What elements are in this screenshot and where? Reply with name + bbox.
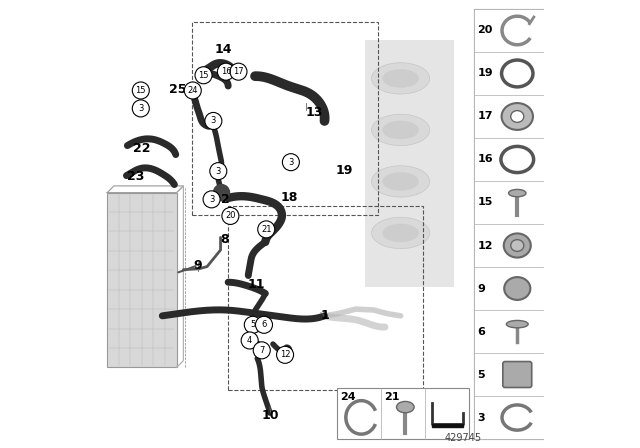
Bar [474, 9, 544, 439]
Text: 20: 20 [477, 26, 493, 35]
Circle shape [195, 67, 212, 84]
Ellipse shape [371, 217, 430, 249]
Bar [474, 95, 544, 138]
Text: 11: 11 [248, 278, 265, 291]
Ellipse shape [502, 103, 533, 130]
Text: 10: 10 [262, 409, 280, 422]
Text: 17: 17 [233, 67, 244, 76]
Ellipse shape [383, 224, 419, 242]
Text: 3: 3 [288, 158, 294, 167]
Polygon shape [432, 424, 463, 427]
Text: 2: 2 [221, 193, 230, 206]
Bar [474, 224, 544, 267]
Text: 24: 24 [188, 86, 198, 95]
Bar [228, 206, 423, 390]
Circle shape [230, 63, 247, 80]
Text: 1: 1 [321, 309, 330, 323]
Text: 7: 7 [259, 346, 264, 355]
Circle shape [132, 82, 149, 99]
Text: 21: 21 [261, 225, 271, 234]
Text: 14: 14 [215, 43, 232, 56]
Ellipse shape [371, 114, 430, 146]
Ellipse shape [504, 277, 531, 300]
FancyBboxPatch shape [503, 362, 532, 388]
Bar [474, 52, 544, 95]
Circle shape [132, 100, 149, 117]
Bar [474, 353, 544, 396]
Text: 12: 12 [280, 350, 291, 359]
Text: 21: 21 [384, 392, 400, 402]
Bar [474, 396, 544, 439]
Circle shape [255, 316, 273, 333]
Text: 19: 19 [336, 164, 353, 177]
Ellipse shape [511, 111, 524, 122]
Text: 3: 3 [138, 104, 143, 113]
Text: 3: 3 [209, 195, 214, 204]
Text: 20: 20 [225, 211, 236, 220]
Text: 15: 15 [136, 86, 146, 95]
Ellipse shape [511, 240, 524, 251]
Text: 12: 12 [477, 241, 493, 250]
Bar [474, 310, 544, 353]
Bar [474, 138, 544, 181]
Text: 16: 16 [221, 67, 231, 76]
Ellipse shape [383, 121, 419, 139]
Ellipse shape [397, 401, 414, 413]
Circle shape [203, 191, 220, 208]
Circle shape [222, 207, 239, 224]
Ellipse shape [383, 69, 419, 87]
Text: 429745: 429745 [445, 433, 482, 443]
Ellipse shape [371, 63, 430, 94]
Circle shape [276, 346, 294, 363]
Ellipse shape [371, 166, 430, 197]
Text: 3: 3 [211, 116, 216, 125]
Text: 25: 25 [169, 83, 186, 96]
Polygon shape [108, 193, 177, 367]
Text: 3: 3 [477, 413, 485, 422]
Circle shape [253, 342, 270, 359]
Ellipse shape [504, 233, 531, 258]
Text: 24: 24 [340, 392, 356, 402]
Ellipse shape [383, 172, 419, 190]
Bar [474, 9, 544, 52]
Circle shape [210, 163, 227, 180]
Bar [337, 388, 469, 439]
Text: 18: 18 [280, 190, 298, 204]
Text: 19: 19 [477, 69, 493, 78]
Ellipse shape [509, 190, 526, 197]
Text: 5: 5 [250, 320, 255, 329]
Text: 9: 9 [194, 258, 202, 272]
Text: 4: 4 [247, 336, 252, 345]
Text: 9: 9 [477, 284, 485, 293]
Circle shape [218, 63, 234, 80]
Ellipse shape [506, 320, 528, 328]
FancyBboxPatch shape [365, 40, 454, 287]
Circle shape [241, 332, 258, 349]
Text: 6: 6 [477, 327, 485, 336]
Text: 15: 15 [477, 198, 493, 207]
Text: 23: 23 [127, 170, 145, 184]
Text: 8: 8 [221, 233, 229, 246]
Bar [192, 22, 378, 215]
Text: 5: 5 [477, 370, 485, 379]
Circle shape [282, 154, 300, 171]
Text: 22: 22 [132, 142, 150, 155]
Circle shape [244, 316, 261, 333]
Circle shape [205, 112, 222, 129]
Bar [474, 267, 544, 310]
Text: 17: 17 [477, 112, 493, 121]
Circle shape [184, 82, 202, 99]
Text: 13: 13 [306, 105, 323, 119]
Bar [474, 181, 544, 224]
Text: 16: 16 [477, 155, 493, 164]
Text: 3: 3 [216, 167, 221, 176]
Text: 6: 6 [261, 320, 267, 329]
Text: 15: 15 [198, 71, 209, 80]
Circle shape [258, 221, 275, 238]
Circle shape [213, 185, 230, 201]
